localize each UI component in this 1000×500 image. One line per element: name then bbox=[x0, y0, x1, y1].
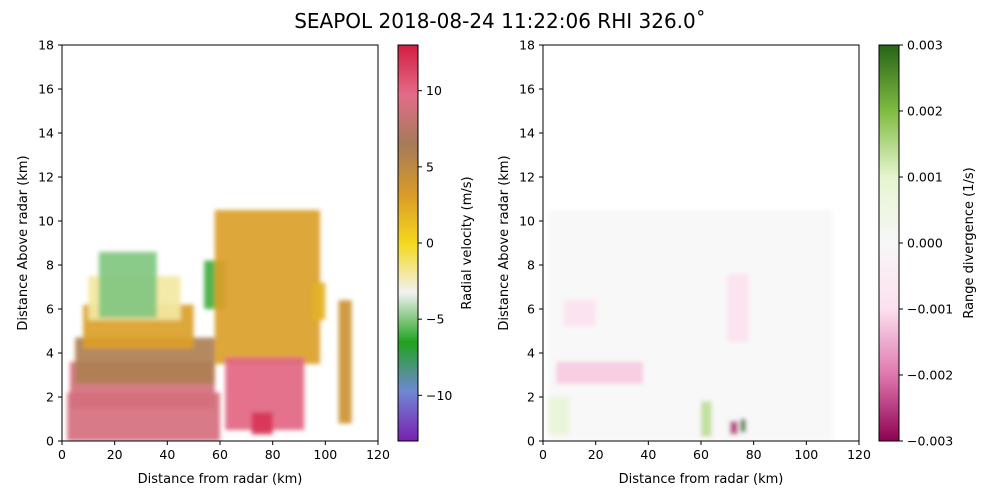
figure-title: SEAPOL 2018-08-24 11:22:06 RHI 326.0˚ bbox=[294, 9, 706, 33]
divergence-colorbar-ticks: −0.003 −0.002 −0.001 0.000 0.001 0.002 0.003 bbox=[899, 38, 953, 449]
y-tick-label: 6 bbox=[46, 302, 54, 317]
y-tick-label: 12 bbox=[38, 170, 54, 185]
divergence-heatmap bbox=[548, 210, 833, 441]
colorbar-tick-label: 0.001 bbox=[907, 170, 943, 185]
velocity-colorbar: −10 −5 0 5 10 Radial velocity (m/s) bbox=[397, 44, 475, 442]
colorbar-tick-label: 0.003 bbox=[907, 38, 943, 53]
x-tick-label: 40 bbox=[159, 447, 175, 462]
divergence-colorbar: −0.003 −0.002 −0.001 0.000 0.001 0.002 0.003 R… bbox=[878, 38, 977, 449]
y-tick-label: 0 bbox=[46, 434, 54, 449]
heatmap-cell bbox=[98, 251, 157, 318]
velocity-panel: 0 20 40 60 80 100 120 0 2 4 6 8 10 12 14 16 18 Distance… bbox=[16, 38, 390, 488]
velocity-heatmap bbox=[67, 210, 352, 441]
heatmap-cell bbox=[251, 412, 273, 435]
y-tick-label: 6 bbox=[527, 302, 535, 317]
heatmap-cell bbox=[740, 419, 746, 433]
y-tick-label: 16 bbox=[519, 82, 535, 97]
y-tick-label: 8 bbox=[527, 258, 535, 273]
x-tick-label: 20 bbox=[588, 447, 604, 462]
colorbar-tick-label: 10 bbox=[426, 83, 442, 98]
y-tick-label: 14 bbox=[38, 126, 54, 141]
y-tick-label: 4 bbox=[46, 346, 54, 361]
velocity-colorbar-label: Radial velocity (m/s) bbox=[460, 176, 475, 309]
x-tick-label: 80 bbox=[746, 447, 762, 462]
y-tick-label: 2 bbox=[527, 390, 535, 405]
x-tick-label: 100 bbox=[313, 447, 337, 462]
colorbar-tick-label: 0 bbox=[426, 236, 434, 251]
heatmap-cell bbox=[214, 210, 321, 364]
x-tick-label: 20 bbox=[107, 447, 123, 462]
heatmap-cell bbox=[729, 421, 738, 435]
x-tick-label: 40 bbox=[640, 447, 656, 462]
colorbar-tick-label: −0.003 bbox=[907, 434, 953, 449]
y-tick-label: 14 bbox=[519, 126, 535, 141]
heatmap-cell bbox=[556, 361, 644, 384]
colorbar-tick-label: −10 bbox=[426, 388, 452, 403]
divergence-y-ticks: 0 2 4 6 8 10 12 14 16 18 bbox=[519, 38, 543, 449]
y-tick-label: 8 bbox=[46, 258, 54, 273]
y-tick-label: 12 bbox=[519, 170, 535, 185]
colorbar-tick-label: −5 bbox=[426, 312, 444, 327]
y-tick-label: 2 bbox=[46, 390, 54, 405]
y-tick-label: 4 bbox=[527, 346, 535, 361]
divergence-panel: 0 20 40 60 80 100 120 0 2 4 6 8 10 12 14 16 18 Distance… bbox=[497, 38, 871, 488]
y-tick-label: 0 bbox=[527, 434, 535, 449]
colorbar-tick-label: 0.000 bbox=[907, 236, 943, 251]
x-tick-label: 60 bbox=[693, 447, 709, 462]
y-tick-label: 10 bbox=[38, 214, 54, 229]
heatmap-cell bbox=[548, 397, 570, 435]
velocity-y-ticks: 0 2 4 6 8 10 12 14 16 18 bbox=[38, 38, 62, 449]
heatmap-cell bbox=[564, 300, 596, 327]
velocity-x-axis-label: Distance from radar (km) bbox=[138, 472, 303, 487]
y-tick-label: 10 bbox=[519, 214, 535, 229]
x-tick-label: 0 bbox=[539, 447, 547, 462]
y-tick-label: 16 bbox=[38, 82, 54, 97]
divergence-colorbar-gradient bbox=[878, 44, 900, 442]
x-tick-label: 0 bbox=[58, 447, 66, 462]
divergence-x-ticks: 0 20 40 60 80 100 120 bbox=[539, 441, 871, 462]
y-tick-label: 18 bbox=[519, 38, 535, 53]
heatmap-cell bbox=[312, 282, 326, 320]
velocity-colorbar-gradient bbox=[397, 44, 419, 442]
heatmap-cell bbox=[338, 300, 352, 424]
x-tick-label: 80 bbox=[265, 447, 281, 462]
heatmap-cell bbox=[701, 401, 712, 437]
velocity-y-axis-label: Distance Above radar (km) bbox=[16, 155, 31, 330]
velocity-colorbar-ticks: −10 −5 0 5 10 bbox=[418, 83, 452, 403]
colorbar-tick-label: 0.002 bbox=[907, 104, 943, 119]
heatmap-cell bbox=[727, 273, 749, 342]
divergence-y-axis-label: Distance Above radar (km) bbox=[497, 155, 512, 330]
x-tick-label: 60 bbox=[212, 447, 228, 462]
divergence-x-axis-label: Distance from radar (km) bbox=[619, 472, 784, 487]
x-tick-label: 120 bbox=[847, 447, 871, 462]
velocity-x-ticks: 0 20 40 60 80 100 120 bbox=[58, 441, 390, 462]
colorbar-tick-label: 5 bbox=[426, 159, 434, 174]
colorbar-tick-label: −0.002 bbox=[907, 368, 953, 383]
y-tick-label: 18 bbox=[38, 38, 54, 53]
x-tick-label: 120 bbox=[366, 447, 390, 462]
divergence-colorbar-label: Range divergence (1/s) bbox=[962, 167, 977, 318]
colorbar-tick-label: −0.001 bbox=[907, 302, 953, 317]
x-tick-label: 100 bbox=[794, 447, 818, 462]
